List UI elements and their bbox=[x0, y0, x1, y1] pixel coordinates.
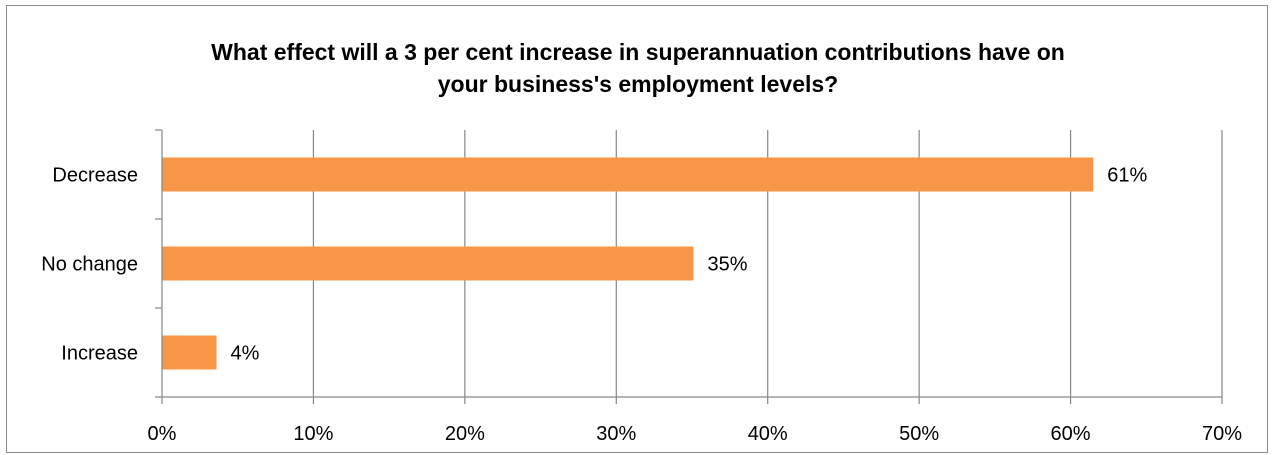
bar-2 bbox=[162, 335, 217, 370]
chart-title-line-1: What effect will a 3 per cent increase i… bbox=[211, 39, 1065, 65]
chart-frame: What effect will a 3 per cent increase i… bbox=[6, 5, 1268, 453]
bar-1 bbox=[162, 246, 694, 281]
x-tick-label-50: 50% bbox=[899, 423, 939, 445]
category-label-1: No change bbox=[41, 254, 138, 276]
chart-title: What effect will a 3 per cent increase i… bbox=[7, 36, 1269, 100]
x-tick-label-0: 0% bbox=[148, 423, 177, 445]
bar-0 bbox=[162, 157, 1094, 192]
data-label-1: 35% bbox=[708, 254, 748, 276]
x-tick-label-20: 20% bbox=[445, 423, 485, 445]
x-tick-label-60: 60% bbox=[1051, 423, 1091, 445]
category-label-2: Increase bbox=[61, 343, 138, 365]
chart-title-line-2: your business's employment levels? bbox=[437, 71, 839, 97]
data-label-0: 61% bbox=[1107, 165, 1147, 187]
x-tick-label-40: 40% bbox=[748, 423, 788, 445]
x-tick-label-30: 30% bbox=[596, 423, 636, 445]
x-tick-label-70: 70% bbox=[1202, 423, 1242, 445]
data-label-2: 4% bbox=[231, 343, 260, 365]
x-tick-label-10: 10% bbox=[293, 423, 333, 445]
category-label-0: Decrease bbox=[52, 165, 138, 187]
